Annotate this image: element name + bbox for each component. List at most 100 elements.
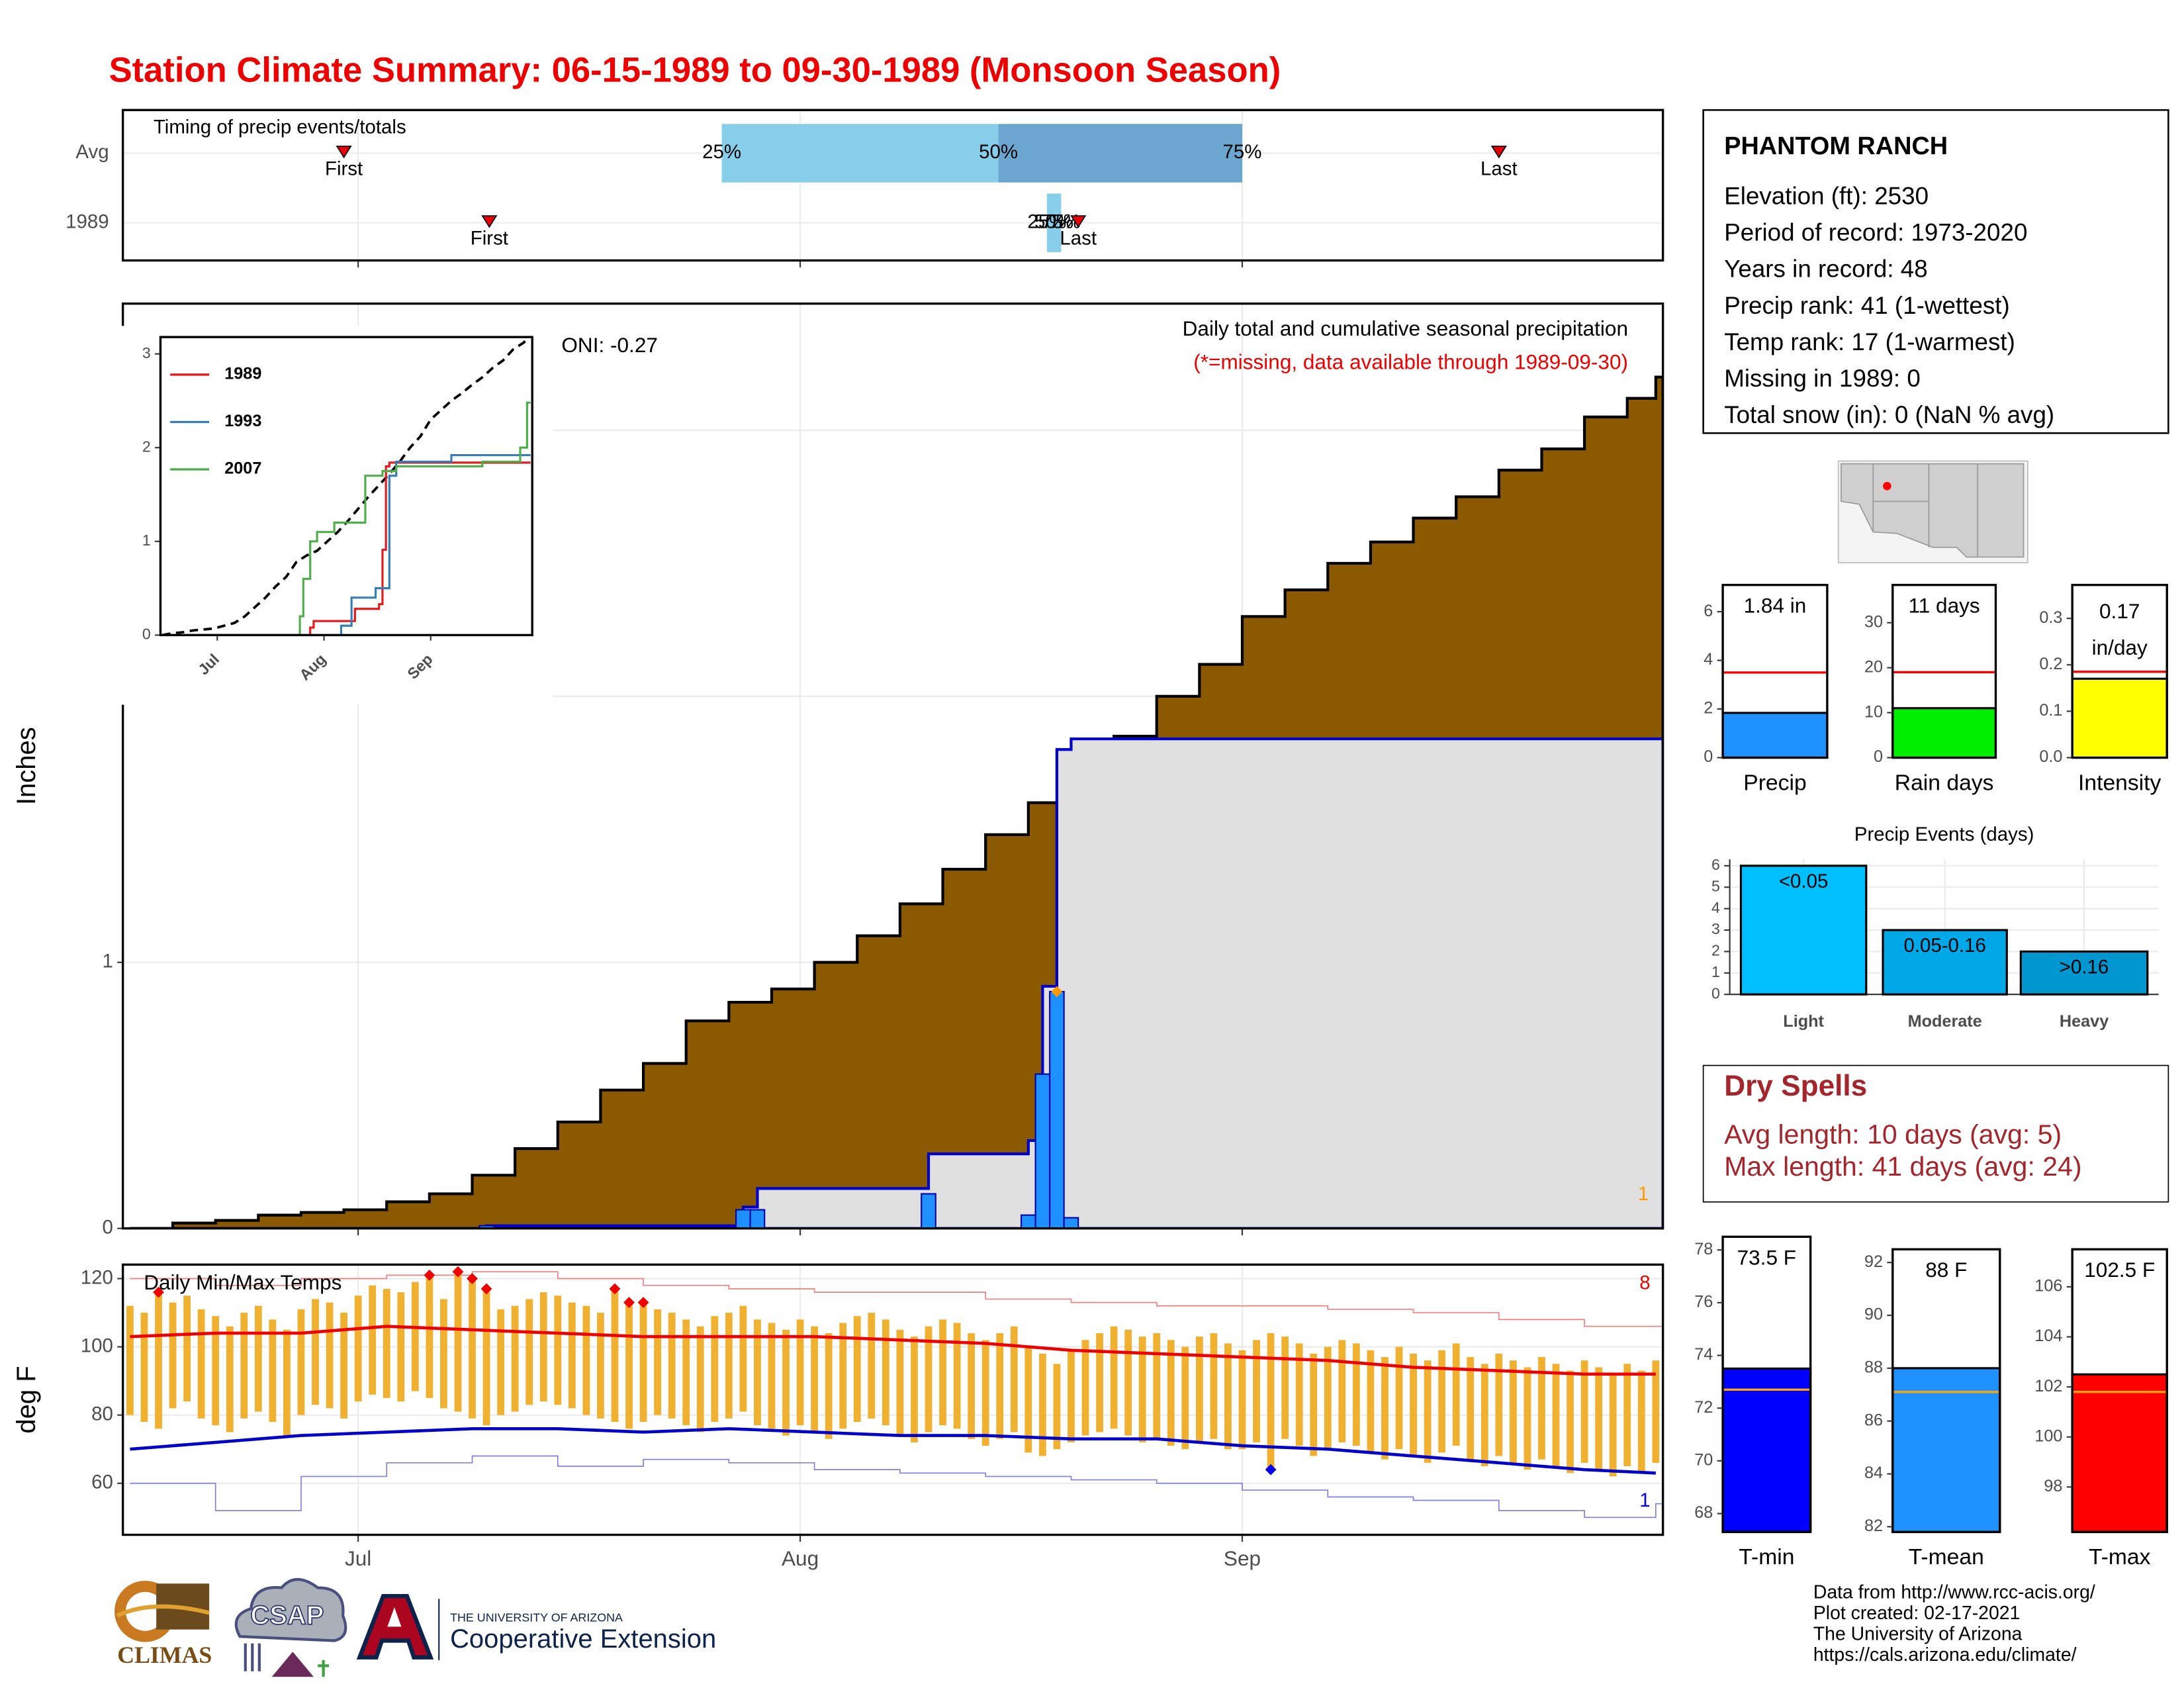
y-tick-label: 70: [1694, 1451, 1713, 1470]
row-label: 1989: [66, 211, 109, 232]
station-line: Elevation (ft): 2530: [1724, 182, 1929, 209]
y-tick-label: 2: [142, 438, 151, 455]
y-tick-label: 68: [1694, 1503, 1713, 1522]
timing-frame: [121, 109, 1664, 262]
temp-range-bar: [1552, 1364, 1560, 1466]
climas-logo-text: CLIMAS: [117, 1642, 212, 1668]
temp-range-bar: [354, 1295, 362, 1402]
temp-range-bar: [1452, 1343, 1460, 1446]
temp-range-bar: [1068, 1350, 1075, 1442]
value-label: 1.84 in: [1744, 594, 1807, 618]
temp-range-bar: [654, 1309, 662, 1415]
temp-range-bar: [896, 1329, 904, 1436]
temp-range-bar: [525, 1299, 533, 1405]
temp-range-bar: [454, 1272, 462, 1412]
extension-text: Cooperative Extension: [450, 1624, 716, 1654]
temp-range-bar: [768, 1323, 776, 1429]
temp-range-bar: [140, 1313, 148, 1422]
value-label: 73.5 F: [1737, 1245, 1796, 1269]
record-low-line: [130, 1455, 1663, 1519]
y-tick-label: 0: [1704, 747, 1713, 766]
temp-range-bar: [1595, 1367, 1603, 1470]
temp-range-bar: [1153, 1333, 1161, 1439]
y-tick-label: 0: [1874, 747, 1883, 766]
temp-range-bar: [1652, 1360, 1660, 1463]
temp-range-bar: [269, 1319, 277, 1422]
temp-range-bar: [312, 1299, 319, 1405]
temp-range-bar: [1467, 1357, 1475, 1460]
temp-range-bar: [1338, 1340, 1346, 1442]
percent-label: 50%: [979, 141, 1018, 163]
temp-range-bar: [155, 1292, 162, 1429]
temp-range-bar: [539, 1292, 547, 1402]
temp-range-bar: [1053, 1364, 1061, 1450]
temp-range-bar: [1224, 1343, 1232, 1450]
temp-range-bar: [1524, 1367, 1531, 1470]
y-tick-label: 100: [81, 1335, 113, 1356]
temp-range-bar: [1310, 1353, 1318, 1456]
temp-range-bar: [1024, 1346, 1032, 1453]
map-thumbnail: [1837, 460, 2028, 563]
y-tick-label: 4: [1711, 899, 1720, 916]
temp-range-bar: [839, 1323, 847, 1429]
temp-range-bar: [1096, 1333, 1103, 1432]
temp-range-bar: [782, 1329, 790, 1436]
event-marker: [1490, 146, 1507, 159]
y-tick-label: 10: [1864, 702, 1883, 721]
temp-range-bar: [1637, 1370, 1645, 1474]
logos: CLIMAS CSAP THE UNIVERSITY OF ARIZONA Co…: [114, 1577, 716, 1677]
avg-cumulative-line: [161, 337, 531, 635]
temp-range-bar: [1138, 1336, 1146, 1442]
daily-precip-bar: [1063, 1217, 1079, 1229]
temp-range-bar: [226, 1326, 234, 1432]
event-bar: [1739, 865, 1868, 996]
temp-range-bar: [953, 1323, 961, 1429]
record-low-marker: [1265, 1464, 1277, 1476]
panel-title: Daily Min/Max Temps: [144, 1270, 341, 1294]
y-tick-label: 80: [91, 1403, 113, 1425]
temp-range-bar: [853, 1316, 861, 1422]
category-label: Intensity: [2078, 771, 2161, 795]
y-tick-label: 100: [2034, 1427, 2062, 1445]
record-count: 1: [1638, 1183, 1649, 1205]
series-line: [162, 461, 531, 635]
y-tick-label: 2: [1711, 942, 1720, 959]
summary-bar: [1721, 712, 1829, 759]
x-tick-label: Aug: [782, 1546, 819, 1570]
value-label: 88 F: [1925, 1258, 1967, 1282]
legend-label: 1993: [224, 412, 261, 430]
event-label: First: [471, 228, 508, 250]
record-high-marker: [424, 1269, 435, 1281]
temp-range-bar: [1181, 1346, 1189, 1450]
value-label: 11 days: [1909, 594, 1980, 618]
temp-range-bar: [725, 1313, 733, 1419]
temp-range-bar: [1609, 1374, 1617, 1477]
daily-precip-bar: [1020, 1214, 1036, 1229]
daily-precip-bar: [1034, 1073, 1051, 1229]
summary-bar: [2071, 677, 2168, 759]
y-tick-label: 3: [142, 344, 151, 361]
temp-range-bar: [426, 1275, 433, 1398]
temp-range-bar: [411, 1282, 419, 1391]
temp-range-bar: [1110, 1326, 1118, 1429]
temp-range-bar: [397, 1292, 405, 1402]
temp-range-bar: [511, 1305, 519, 1412]
temp-range-bar: [497, 1309, 505, 1415]
precip-frame: [121, 302, 1664, 1230]
temp-range-bar: [197, 1309, 205, 1419]
summary-bar: [1721, 1367, 1812, 1533]
y-tick-label: 76: [1694, 1293, 1713, 1311]
event-marker: [481, 215, 498, 228]
percent-label: 75%: [1042, 211, 1081, 232]
y-tick-label: 72: [1694, 1398, 1713, 1417]
temp-range-bar: [1567, 1370, 1574, 1474]
panel-title: Precip Events (days): [1854, 823, 2034, 845]
summary-bar: [1891, 707, 1997, 759]
summary-frame: [1721, 583, 1829, 759]
x-tick-label: Sep: [1224, 1546, 1261, 1570]
event-marker: [336, 146, 352, 159]
y-tick-label: 92: [1864, 1252, 1883, 1271]
temp-range-bar: [754, 1319, 761, 1426]
y-tick-label: 0.2: [2039, 655, 2062, 673]
footer-line: The University of Arizona: [1813, 1624, 2023, 1645]
